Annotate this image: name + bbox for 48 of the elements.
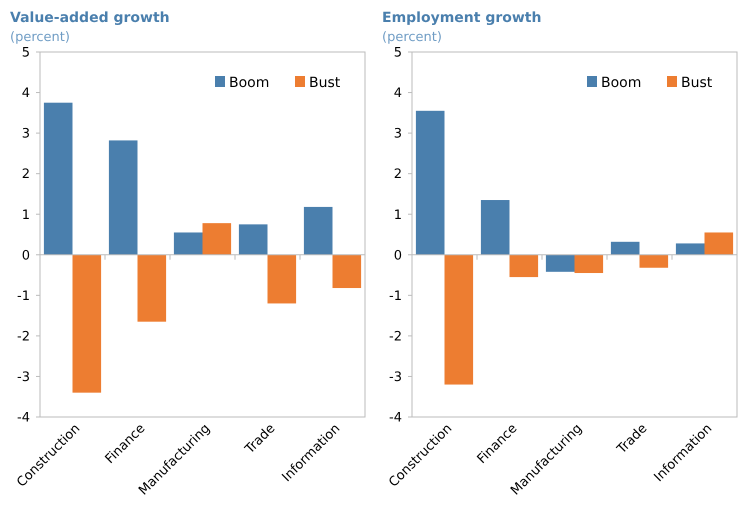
- bar: [332, 254, 362, 288]
- legend-label: Bust: [681, 74, 713, 91]
- y-tick-label: -4: [17, 410, 30, 426]
- legend-label: Boom: [601, 74, 642, 91]
- y-tick-label: 4: [394, 86, 402, 102]
- bar: [72, 254, 102, 393]
- bar: [44, 102, 72, 255]
- bar: [610, 242, 640, 255]
- bar: [640, 254, 668, 268]
- legend-label: Bust: [309, 74, 341, 91]
- y-tick-label: -2: [389, 329, 402, 344]
- y-tick-label: -3: [17, 370, 30, 385]
- bar: [108, 140, 138, 255]
- y-tick-label: 2: [394, 167, 402, 182]
- chart-subtitle: (percent): [10, 30, 70, 45]
- y-tick-label: -3: [389, 370, 402, 385]
- bar: [676, 243, 704, 255]
- bar: [238, 224, 268, 255]
- bar: [174, 232, 202, 255]
- bar: [704, 232, 734, 255]
- y-tick-label: 2: [22, 167, 30, 182]
- y-tick-label: 5: [394, 46, 402, 61]
- bar: [138, 254, 166, 322]
- y-tick-label: 0: [22, 248, 30, 264]
- y-tick-label: -1: [389, 288, 402, 304]
- y-tick-label: -4: [389, 410, 402, 426]
- bar: [480, 200, 510, 255]
- y-tick-label: 1: [22, 208, 30, 223]
- chart-subtitle: (percent): [382, 30, 442, 45]
- y-tick-label: 3: [394, 126, 402, 142]
- bar: [268, 254, 296, 304]
- bar: [202, 223, 232, 255]
- chart-title: Employment growth: [382, 10, 542, 26]
- bar: [510, 254, 538, 278]
- bar: [416, 110, 444, 255]
- y-tick-label: -1: [17, 288, 30, 304]
- y-tick-label: 0: [394, 248, 402, 264]
- y-tick-label: -2: [17, 329, 30, 344]
- bar: [546, 254, 574, 272]
- y-tick-label: 3: [22, 126, 30, 142]
- bar: [444, 254, 474, 385]
- y-tick-label: 4: [22, 86, 30, 102]
- y-tick-label: 1: [394, 208, 402, 223]
- chart-title: Value-added growth: [10, 10, 170, 26]
- bar: [304, 206, 332, 255]
- legend-label: Boom: [229, 74, 270, 91]
- bar: [574, 254, 604, 274]
- y-tick-label: 5: [22, 46, 30, 61]
